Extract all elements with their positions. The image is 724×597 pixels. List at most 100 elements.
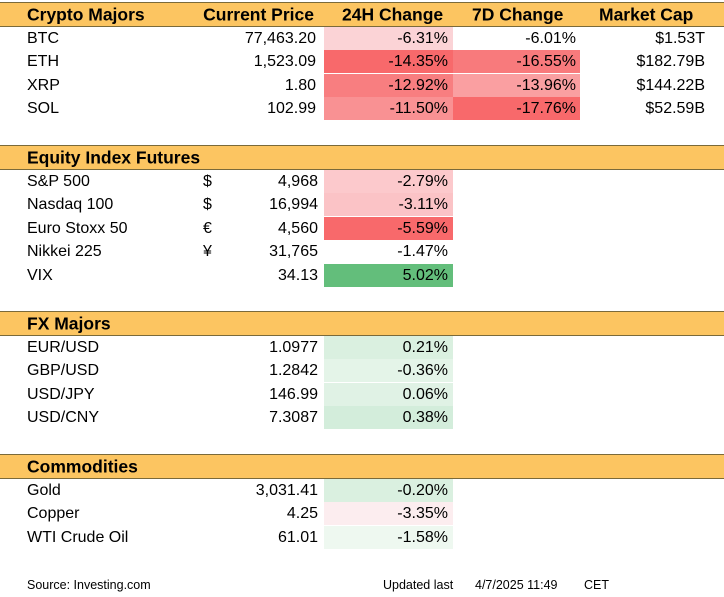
- asset-name: BTC: [27, 30, 59, 47]
- current-price: 1,523.09: [253, 53, 316, 71]
- section-title-crypto: Crypto Majors: [27, 4, 145, 24]
- asset-name: Copper: [27, 505, 80, 523]
- section-title-equity: Equity Index Futures: [27, 147, 201, 167]
- current-price: 7.3087: [269, 409, 318, 427]
- current-price: 3,031.41: [255, 482, 318, 499]
- asset-name: Euro Stoxx 50: [27, 219, 128, 237]
- table-row: GBP/USD 1.2842 -0.36%: [0, 359, 724, 383]
- change-24h: -5.59%: [397, 219, 448, 237]
- table-row: Nikkei 225 ¥31,765 -1.47%: [0, 240, 724, 264]
- asset-name: Gold: [27, 482, 61, 499]
- commodities-header: Commodities: [0, 454, 724, 479]
- current-price: 61.01: [277, 528, 318, 546]
- change-24h-cell: [324, 336, 453, 359]
- table-row: SOL 102.99 -11.50% -17.76% $52.59B: [0, 97, 724, 121]
- currency-symbol: ¥: [203, 243, 212, 261]
- table-row: EUR/USD 1.0977 0.21%: [0, 336, 724, 359]
- change-24h-cell: [324, 359, 453, 383]
- table-row: VIX 34.13 5.02%: [0, 263, 724, 287]
- change-24h: 0.21%: [402, 339, 448, 356]
- change-24h: 0.38%: [402, 409, 448, 427]
- change-24h: -14.35%: [388, 53, 448, 71]
- change-24h-cell: [324, 525, 453, 549]
- asset-name: WTI Crude Oil: [27, 528, 129, 546]
- change-24h-cell: [324, 50, 453, 74]
- current-price: 102.99: [267, 100, 316, 118]
- change-24h-cell: [324, 406, 453, 430]
- change-24h-cell: [324, 97, 453, 121]
- change-24h: -2.79%: [397, 173, 448, 190]
- asset-name: XRP: [27, 76, 60, 94]
- equity-header: Equity Index Futures: [0, 145, 724, 170]
- asset-name: S&P 500: [27, 173, 90, 190]
- asset-name: USD/CNY: [27, 409, 100, 427]
- col-header-7d: 7D Change: [472, 4, 564, 24]
- section-title-commodities: Commodities: [27, 456, 138, 476]
- currency-symbol: €: [203, 219, 212, 237]
- current-price: 1.2842: [269, 362, 318, 380]
- table-row: Gold 3,031.41 -0.20%: [0, 479, 724, 502]
- table-row: S&P 500 $4,968 -2.79%: [0, 170, 724, 193]
- asset-name: EUR/USD: [27, 339, 100, 356]
- asset-name: Nikkei 225: [27, 243, 102, 261]
- crypto-header: Crypto Majors Current Price 24H Change 7D C…: [0, 2, 724, 27]
- asset-name: VIX: [27, 266, 53, 284]
- currency-symbol: $: [203, 173, 212, 190]
- change-24h: -1.47%: [397, 243, 448, 261]
- market-cap: $52.59B: [645, 100, 705, 118]
- change-24h-cell: [324, 73, 453, 97]
- change-24h-cell: [324, 216, 453, 240]
- current-price: 1.0977: [269, 339, 318, 356]
- current-price: 146.99: [269, 385, 318, 403]
- change-24h: -3.11%: [398, 196, 448, 214]
- change-24h: -12.92%: [388, 76, 448, 94]
- change-7d: -6.01%: [525, 30, 576, 47]
- change-24h-cell: [324, 502, 453, 526]
- section-title-fx: FX Majors: [27, 313, 111, 333]
- change-24h: -11.50%: [389, 100, 448, 118]
- market-cap: $1.53T: [655, 30, 705, 47]
- current-price: 4.25: [286, 505, 318, 523]
- table-row: XRP 1.80 -12.92% -13.96% $144.22B: [0, 73, 724, 97]
- table-row: USD/CNY 7.3087 0.38%: [0, 406, 724, 430]
- table-row: Nasdaq 100 $16,994 -3.11%: [0, 193, 724, 217]
- change-7d: -13.96%: [516, 76, 576, 94]
- change-7d: -17.76%: [516, 100, 576, 118]
- current-price: 34.13: [277, 266, 318, 284]
- table-row: WTI Crude Oil 61.01 -1.58%: [0, 525, 724, 549]
- change-24h-cell: [324, 193, 453, 217]
- table-row: Euro Stoxx 50 €4,560 -5.59%: [0, 216, 724, 240]
- change-7d: -16.55%: [516, 53, 576, 71]
- asset-name: GBP/USD: [27, 362, 100, 380]
- updated-date: 4/7/2025 11:49: [475, 578, 558, 592]
- change-24h-cell: [324, 263, 453, 287]
- col-header-price: Current Price: [203, 4, 314, 24]
- col-header-24h: 24H Change: [342, 4, 444, 24]
- fx-header: FX Majors: [0, 311, 724, 336]
- current-price: 1.80: [284, 76, 316, 94]
- change-24h: -3.35%: [397, 505, 448, 523]
- change-7d-cell: [453, 73, 580, 97]
- current-price: 4,560: [277, 219, 318, 237]
- current-price: 77,463.20: [244, 30, 316, 47]
- change-24h: 0.06%: [402, 385, 448, 403]
- change-24h-cell: [324, 170, 453, 193]
- timezone: CET: [584, 578, 609, 592]
- asset-name: ETH: [27, 53, 59, 71]
- market-cap: $144.22B: [636, 76, 705, 94]
- change-7d-cell: [453, 97, 580, 121]
- currency-symbol: $: [203, 196, 212, 214]
- change-24h: -6.31%: [397, 30, 448, 47]
- change-24h: -0.20%: [397, 482, 448, 499]
- change-24h: -1.58%: [397, 528, 448, 546]
- table-row: Copper 4.25 -3.35%: [0, 502, 724, 526]
- asset-name: USD/JPY: [27, 385, 95, 403]
- asset-name: SOL: [27, 100, 60, 118]
- current-price: 4,968: [277, 173, 318, 190]
- change-24h-cell: [324, 479, 453, 502]
- change-24h-cell: [324, 27, 453, 50]
- asset-name: Nasdaq 100: [27, 196, 114, 214]
- change-7d-cell: [453, 27, 580, 50]
- table-row: BTC 77,463.20 -6.31% -6.01% $1.53T: [0, 27, 724, 50]
- source-label: Source: Investing.com: [27, 578, 151, 592]
